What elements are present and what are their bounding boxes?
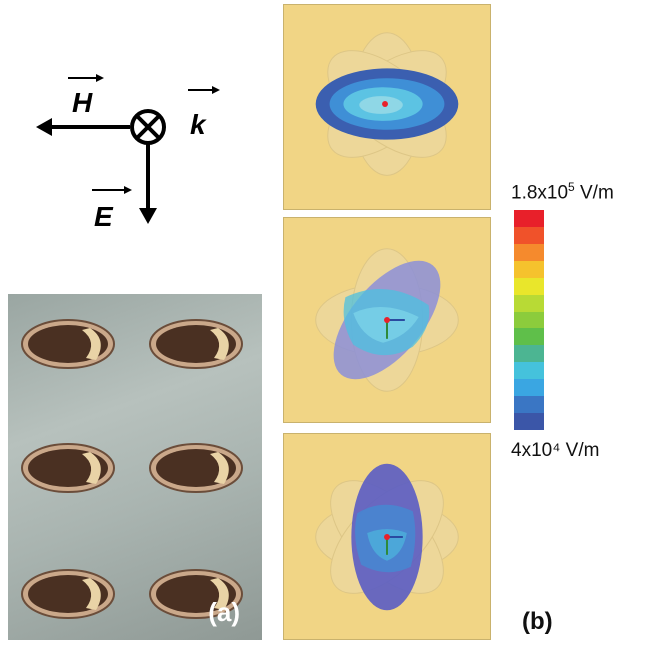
- h-label: H: [72, 87, 93, 118]
- panel-a-label: (a): [208, 597, 240, 627]
- color-scale-swatch: [514, 243, 544, 261]
- color-scale-max-label: 1.8x105 V/m: [511, 180, 614, 204]
- microscope-photo: (a): [8, 294, 262, 640]
- lens-element: [21, 319, 115, 369]
- color-scale-bar: [514, 210, 544, 430]
- lens-element: [21, 569, 115, 619]
- color-scale-swatch: [514, 328, 544, 346]
- e-label: E: [94, 201, 114, 232]
- field-direction-diagram: H k E: [36, 74, 220, 232]
- lens-element: [149, 569, 243, 619]
- lens-element: [149, 443, 243, 493]
- color-scale-swatch: [514, 294, 544, 312]
- color-scale-min-label: 4x10⁴ V/m: [511, 440, 600, 461]
- color-scale-swatch: [514, 379, 544, 397]
- e-arrowhead: [139, 208, 157, 224]
- color-scale-swatch: [514, 226, 544, 244]
- source-point: [382, 101, 388, 107]
- panel-b-label: (b): [522, 608, 553, 635]
- field-simulation-1: [283, 4, 491, 210]
- color-scale-swatch: [514, 210, 544, 227]
- color-scale-swatch: [514, 345, 544, 363]
- color-scale-swatch: [514, 362, 544, 380]
- field-simulation-3: [283, 433, 491, 640]
- color-scale-swatch: [514, 277, 544, 295]
- color-scale-swatch: [514, 396, 544, 414]
- h-arrowhead: [36, 118, 52, 136]
- color-scale-swatch: [514, 260, 544, 278]
- k-label: k: [190, 109, 207, 140]
- color-scale-swatch: [514, 413, 544, 430]
- source-point: [384, 534, 390, 540]
- lens-element: [21, 443, 115, 493]
- field-simulation-2: [283, 217, 491, 423]
- color-scale-swatch: [514, 311, 544, 329]
- source-point: [384, 317, 390, 323]
- lens-element: [149, 319, 243, 369]
